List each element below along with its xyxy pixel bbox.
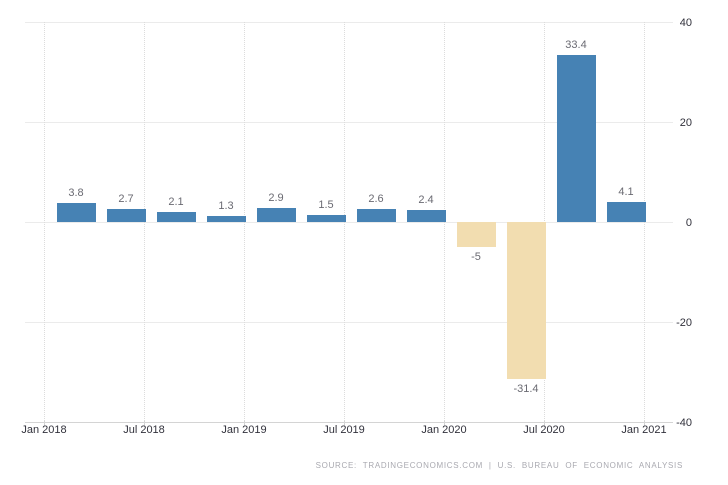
bar-value-label: 1.3 xyxy=(218,199,234,212)
gridline-vertical xyxy=(44,22,45,421)
gridline-horizontal xyxy=(25,222,673,223)
x-axis-label: Jul 2018 xyxy=(123,424,165,436)
bar-value-label: 2.7 xyxy=(118,192,134,205)
chart-bar[interactable] xyxy=(356,209,396,222)
bar-value-label: 2.9 xyxy=(268,191,284,204)
bar-value-label: 33.4 xyxy=(565,39,587,51)
x-axis-label: Jul 2019 xyxy=(323,424,365,436)
chart-bar[interactable] xyxy=(456,222,496,247)
y-axis-label: 20 xyxy=(679,116,692,129)
y-axis-label: 0 xyxy=(685,216,692,229)
bar-value-label: 2.4 xyxy=(418,194,434,206)
x-axis-label: Jan 2018 xyxy=(21,424,67,436)
x-axis-label: Jul 2020 xyxy=(523,424,565,436)
x-axis-label: Jan 2021 xyxy=(621,424,667,436)
bar-value-label: 4.1 xyxy=(618,185,634,198)
x-axis-tick xyxy=(344,421,345,426)
y-axis-label: 40 xyxy=(679,16,692,29)
x-axis-tick xyxy=(144,421,145,426)
source-attribution: SOURCE: TRADINGECONOMICS.COM | U.S. BURE… xyxy=(315,461,683,470)
y-axis-label: -40 xyxy=(676,416,692,429)
gridline-horizontal xyxy=(25,322,673,323)
bar-value-label: 1.5 xyxy=(318,198,334,211)
chart-bar[interactable] xyxy=(206,215,246,222)
chart-bar[interactable] xyxy=(106,208,146,222)
bar-value-label: 3.8 xyxy=(68,187,84,199)
x-axis-tick xyxy=(644,421,645,426)
gridline-horizontal xyxy=(25,122,673,123)
chart-bar[interactable] xyxy=(406,210,446,222)
gridline-horizontal xyxy=(25,22,673,23)
x-axis-tick xyxy=(544,421,545,426)
chart-bar[interactable] xyxy=(506,222,546,379)
bar-value-label: -31.4 xyxy=(513,383,539,395)
chart-bar[interactable] xyxy=(256,207,296,222)
x-axis-label: Jan 2020 xyxy=(421,424,467,436)
x-axis-tick xyxy=(444,421,445,426)
x-axis-label: Jan 2019 xyxy=(221,424,267,436)
chart-bar[interactable] xyxy=(556,55,596,222)
gridline-vertical xyxy=(544,22,545,421)
bar-value-label: 2.1 xyxy=(168,195,184,208)
bar-value-label: -5 xyxy=(471,251,481,263)
x-axis-tick xyxy=(244,421,245,426)
y-axis-label: -20 xyxy=(676,316,692,329)
bar-value-label: 2.6 xyxy=(368,193,384,205)
chart-bar[interactable] xyxy=(156,211,196,222)
chart-bar[interactable] xyxy=(606,201,646,222)
chart-bar[interactable] xyxy=(306,214,346,222)
chart-bar[interactable] xyxy=(56,203,96,222)
gridline-horizontal xyxy=(25,422,673,423)
x-axis-tick xyxy=(44,421,45,426)
